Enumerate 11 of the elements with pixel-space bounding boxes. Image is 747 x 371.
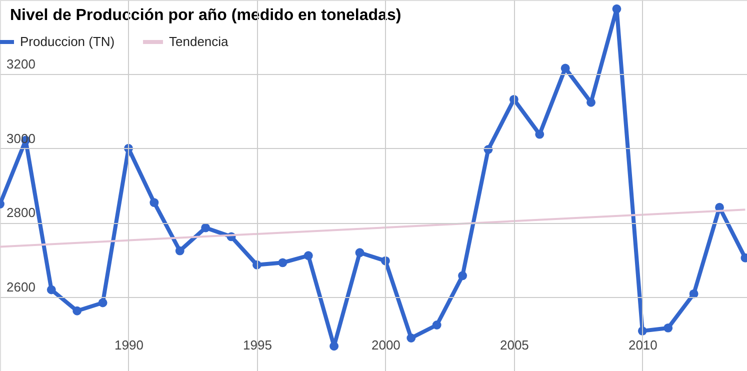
x-tick-label: 1995 xyxy=(243,338,272,352)
chart-title: Nivel de Producción por año (medido en toneladas) xyxy=(10,7,402,24)
legend-label: Produccion (TN) xyxy=(20,34,115,49)
x-tick-label: 2010 xyxy=(628,338,658,352)
legend-label: Tendencia xyxy=(169,34,230,49)
y-tick-label: 3200 xyxy=(6,56,36,72)
x-tick-label: 2005 xyxy=(500,338,529,352)
x-tick-label: 1990 xyxy=(114,338,144,352)
y-tick-label: 2600 xyxy=(6,279,36,294)
x-tick-label: 2000 xyxy=(371,338,400,352)
y-tick-label: 2800 xyxy=(6,205,36,220)
